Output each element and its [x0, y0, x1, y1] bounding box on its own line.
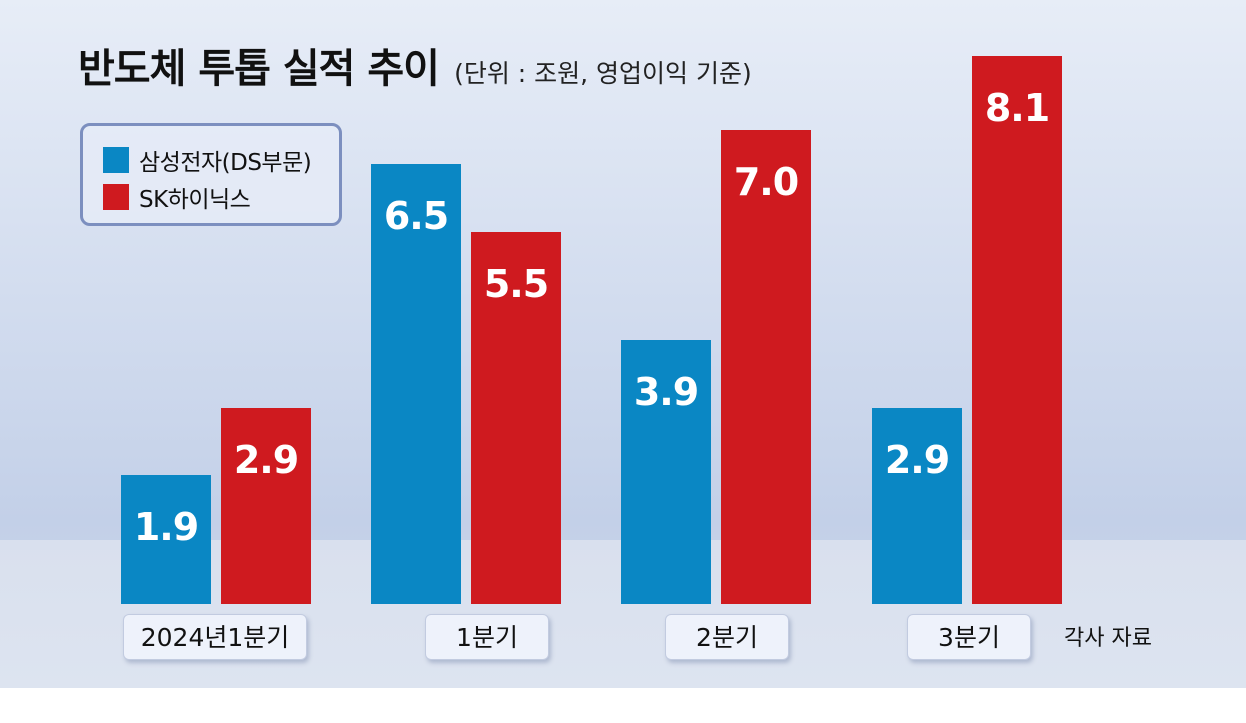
- category-label-2024q1: 2024년1분기: [123, 614, 307, 660]
- bar-samsung-2: 3.9: [621, 340, 711, 604]
- category-label-q1: 1분기: [425, 614, 549, 660]
- legend-swatch-samsung: [103, 147, 129, 173]
- legend: 삼성전자(DS부문) SK하이닉스: [80, 123, 342, 226]
- bar-samsung-0: 1.9: [121, 475, 211, 604]
- category-label-q3: 3분기: [907, 614, 1031, 660]
- bar-value-label: 8.1: [984, 86, 1050, 130]
- bottom-strip: [0, 688, 1246, 723]
- bar-value-label: 7.0: [733, 160, 799, 204]
- bar-samsung-1: 6.5: [371, 164, 461, 604]
- bar-value-label: 5.5: [483, 262, 549, 306]
- legend-item-samsung: 삼성전자(DS부문): [103, 143, 312, 177]
- title-block: 반도체 투톱 실적 추이 (단위 : 조원, 영업이익 기준): [78, 36, 752, 94]
- bar-value-label: 2.9: [884, 438, 950, 482]
- bar-value-label: 6.5: [383, 194, 449, 238]
- legend-swatch-skhynix: [103, 184, 129, 210]
- bar-skhynix-2: 7.0: [721, 130, 811, 604]
- legend-label-skhynix: SK하이닉스: [139, 187, 251, 213]
- legend-item-skhynix: SK하이닉스: [103, 180, 251, 214]
- bar-skhynix-3: 8.1: [972, 56, 1062, 604]
- source-note: 각사 자료: [1064, 626, 1152, 651]
- bar-skhynix-0: 2.9: [221, 408, 311, 604]
- category-label-q2: 2분기: [665, 614, 789, 660]
- bar-value-label: 2.9: [233, 438, 299, 482]
- bar-value-label: 3.9: [633, 370, 699, 414]
- legend-label-samsung: 삼성전자(DS부문): [139, 150, 312, 176]
- bar-samsung-3: 2.9: [872, 408, 962, 604]
- chart-subtitle: (단위 : 조원, 영업이익 기준): [454, 59, 752, 88]
- chart-title: 반도체 투톱 실적 추이: [78, 46, 440, 92]
- bar-value-label: 1.9: [133, 505, 199, 549]
- bar-skhynix-1: 5.5: [471, 232, 561, 604]
